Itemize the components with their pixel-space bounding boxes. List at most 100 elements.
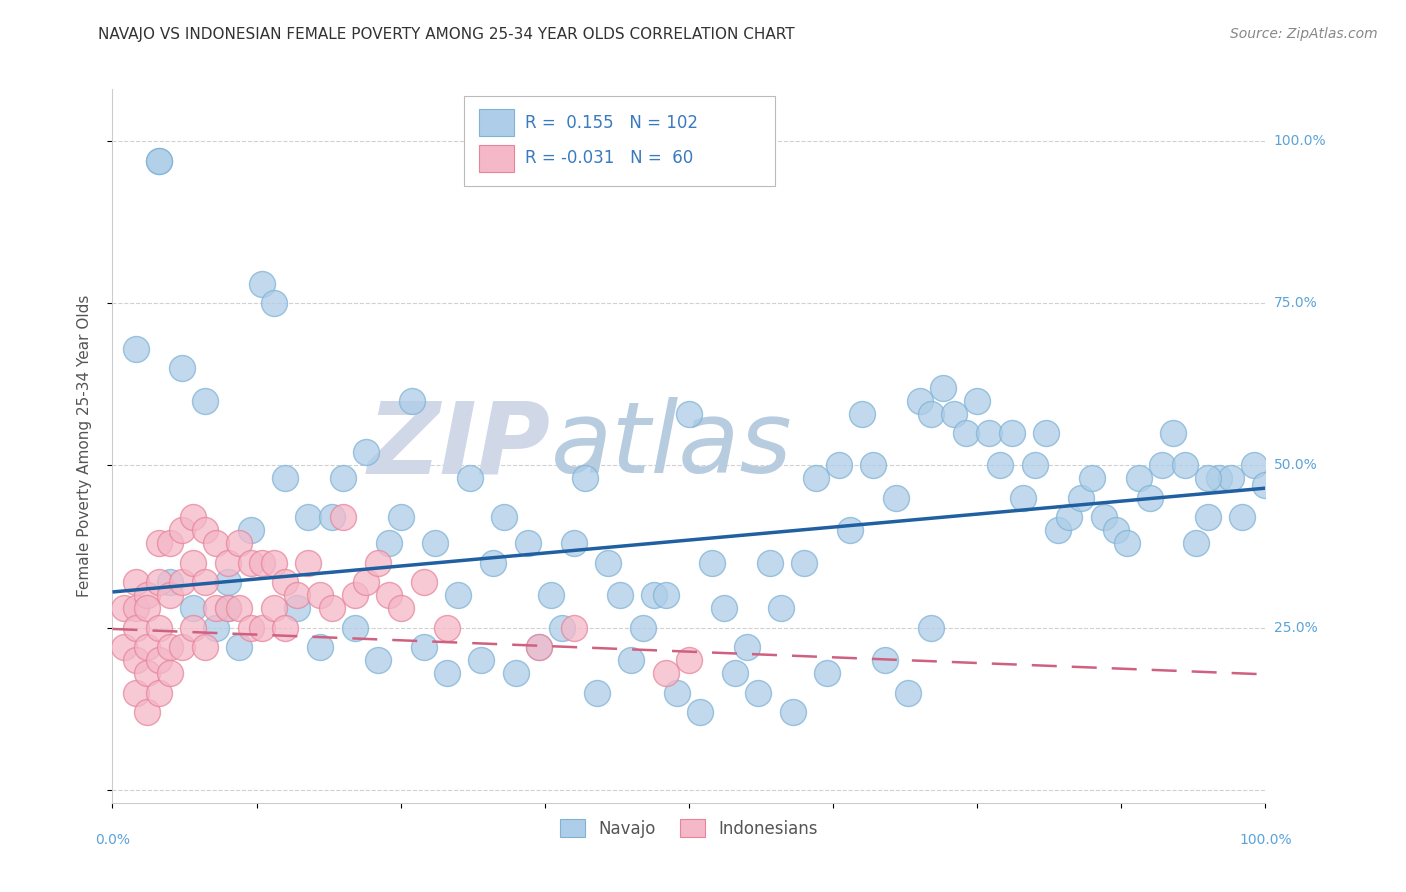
Point [159, 536, 181, 550]
Point [285, 588, 308, 602]
Text: R = -0.031   N =  60: R = -0.031 N = 60 [526, 150, 693, 168]
Point [897, 685, 920, 699]
Point [527, 640, 550, 654]
Point [170, 524, 193, 538]
Point [124, 342, 146, 356]
Point [1024, 458, 1046, 473]
Point [1161, 425, 1184, 440]
Point [747, 685, 769, 699]
Point [309, 640, 332, 654]
Point [170, 575, 193, 590]
FancyBboxPatch shape [464, 96, 776, 186]
Point [194, 640, 217, 654]
Point [297, 556, 319, 570]
Point [252, 621, 274, 635]
Point [239, 524, 262, 538]
Point [782, 705, 804, 719]
Point [655, 666, 678, 681]
Point [598, 556, 620, 570]
Point [447, 588, 470, 602]
Point [297, 510, 319, 524]
Point [1128, 471, 1150, 485]
Point [332, 471, 354, 485]
Point [148, 536, 170, 550]
Point [758, 556, 780, 570]
Point [966, 393, 988, 408]
Point [159, 575, 181, 590]
Point [239, 621, 262, 635]
Point [540, 588, 562, 602]
Point [412, 575, 434, 590]
Point [851, 407, 873, 421]
Point [378, 588, 401, 602]
Point [724, 666, 747, 681]
Point [700, 556, 723, 570]
Point [436, 621, 458, 635]
Point [124, 621, 146, 635]
Point [977, 425, 1000, 440]
Point [1174, 458, 1197, 473]
Point [1081, 471, 1104, 485]
Point [1185, 536, 1208, 550]
Point [1035, 425, 1057, 440]
Y-axis label: Female Poverty Among 25-34 Year Olds: Female Poverty Among 25-34 Year Olds [77, 295, 91, 597]
Point [274, 575, 297, 590]
Point [354, 445, 377, 459]
Point [1197, 510, 1219, 524]
Text: ZIP: ZIP [367, 398, 551, 494]
Point [839, 524, 862, 538]
Point [136, 666, 159, 681]
Point [470, 653, 492, 667]
Point [321, 601, 343, 615]
Point [389, 601, 412, 615]
Point [815, 666, 838, 681]
Point [1012, 491, 1035, 505]
Point [309, 588, 332, 602]
Point [955, 425, 977, 440]
Point [205, 621, 228, 635]
Point [343, 588, 366, 602]
Point [252, 277, 274, 291]
Point [804, 471, 827, 485]
Point [136, 640, 159, 654]
Point [516, 536, 538, 550]
Point [321, 510, 343, 524]
Point [136, 588, 159, 602]
Point [1219, 471, 1241, 485]
Point [136, 705, 159, 719]
Point [124, 685, 146, 699]
Point [148, 685, 170, 699]
Point [159, 666, 181, 681]
Point [988, 458, 1011, 473]
Text: 25.0%: 25.0% [1274, 621, 1317, 634]
Point [124, 575, 146, 590]
Text: NAVAJO VS INDONESIAN FEMALE POVERTY AMONG 25-34 YEAR OLDS CORRELATION CHART: NAVAJO VS INDONESIAN FEMALE POVERTY AMON… [98, 27, 794, 42]
Point [1070, 491, 1092, 505]
Point [678, 653, 700, 667]
Point [458, 471, 481, 485]
Point [228, 601, 250, 615]
Point [678, 407, 700, 421]
Text: Source: ZipAtlas.com: Source: ZipAtlas.com [1230, 27, 1378, 41]
Point [112, 640, 135, 654]
Point [1254, 478, 1277, 492]
Point [378, 536, 401, 550]
Point [252, 556, 274, 570]
Point [1116, 536, 1139, 550]
Point [343, 621, 366, 635]
Point [655, 588, 678, 602]
Text: atlas: atlas [551, 398, 792, 494]
Text: 75.0%: 75.0% [1274, 296, 1317, 310]
Point [689, 705, 711, 719]
Point [389, 510, 412, 524]
Point [873, 653, 896, 667]
Text: 50.0%: 50.0% [1274, 458, 1317, 473]
Point [631, 621, 654, 635]
Point [148, 653, 170, 667]
Point [181, 556, 204, 570]
Point [1104, 524, 1126, 538]
Point [1232, 510, 1254, 524]
Point [228, 536, 250, 550]
Point [112, 601, 135, 615]
Bar [479, 145, 513, 172]
